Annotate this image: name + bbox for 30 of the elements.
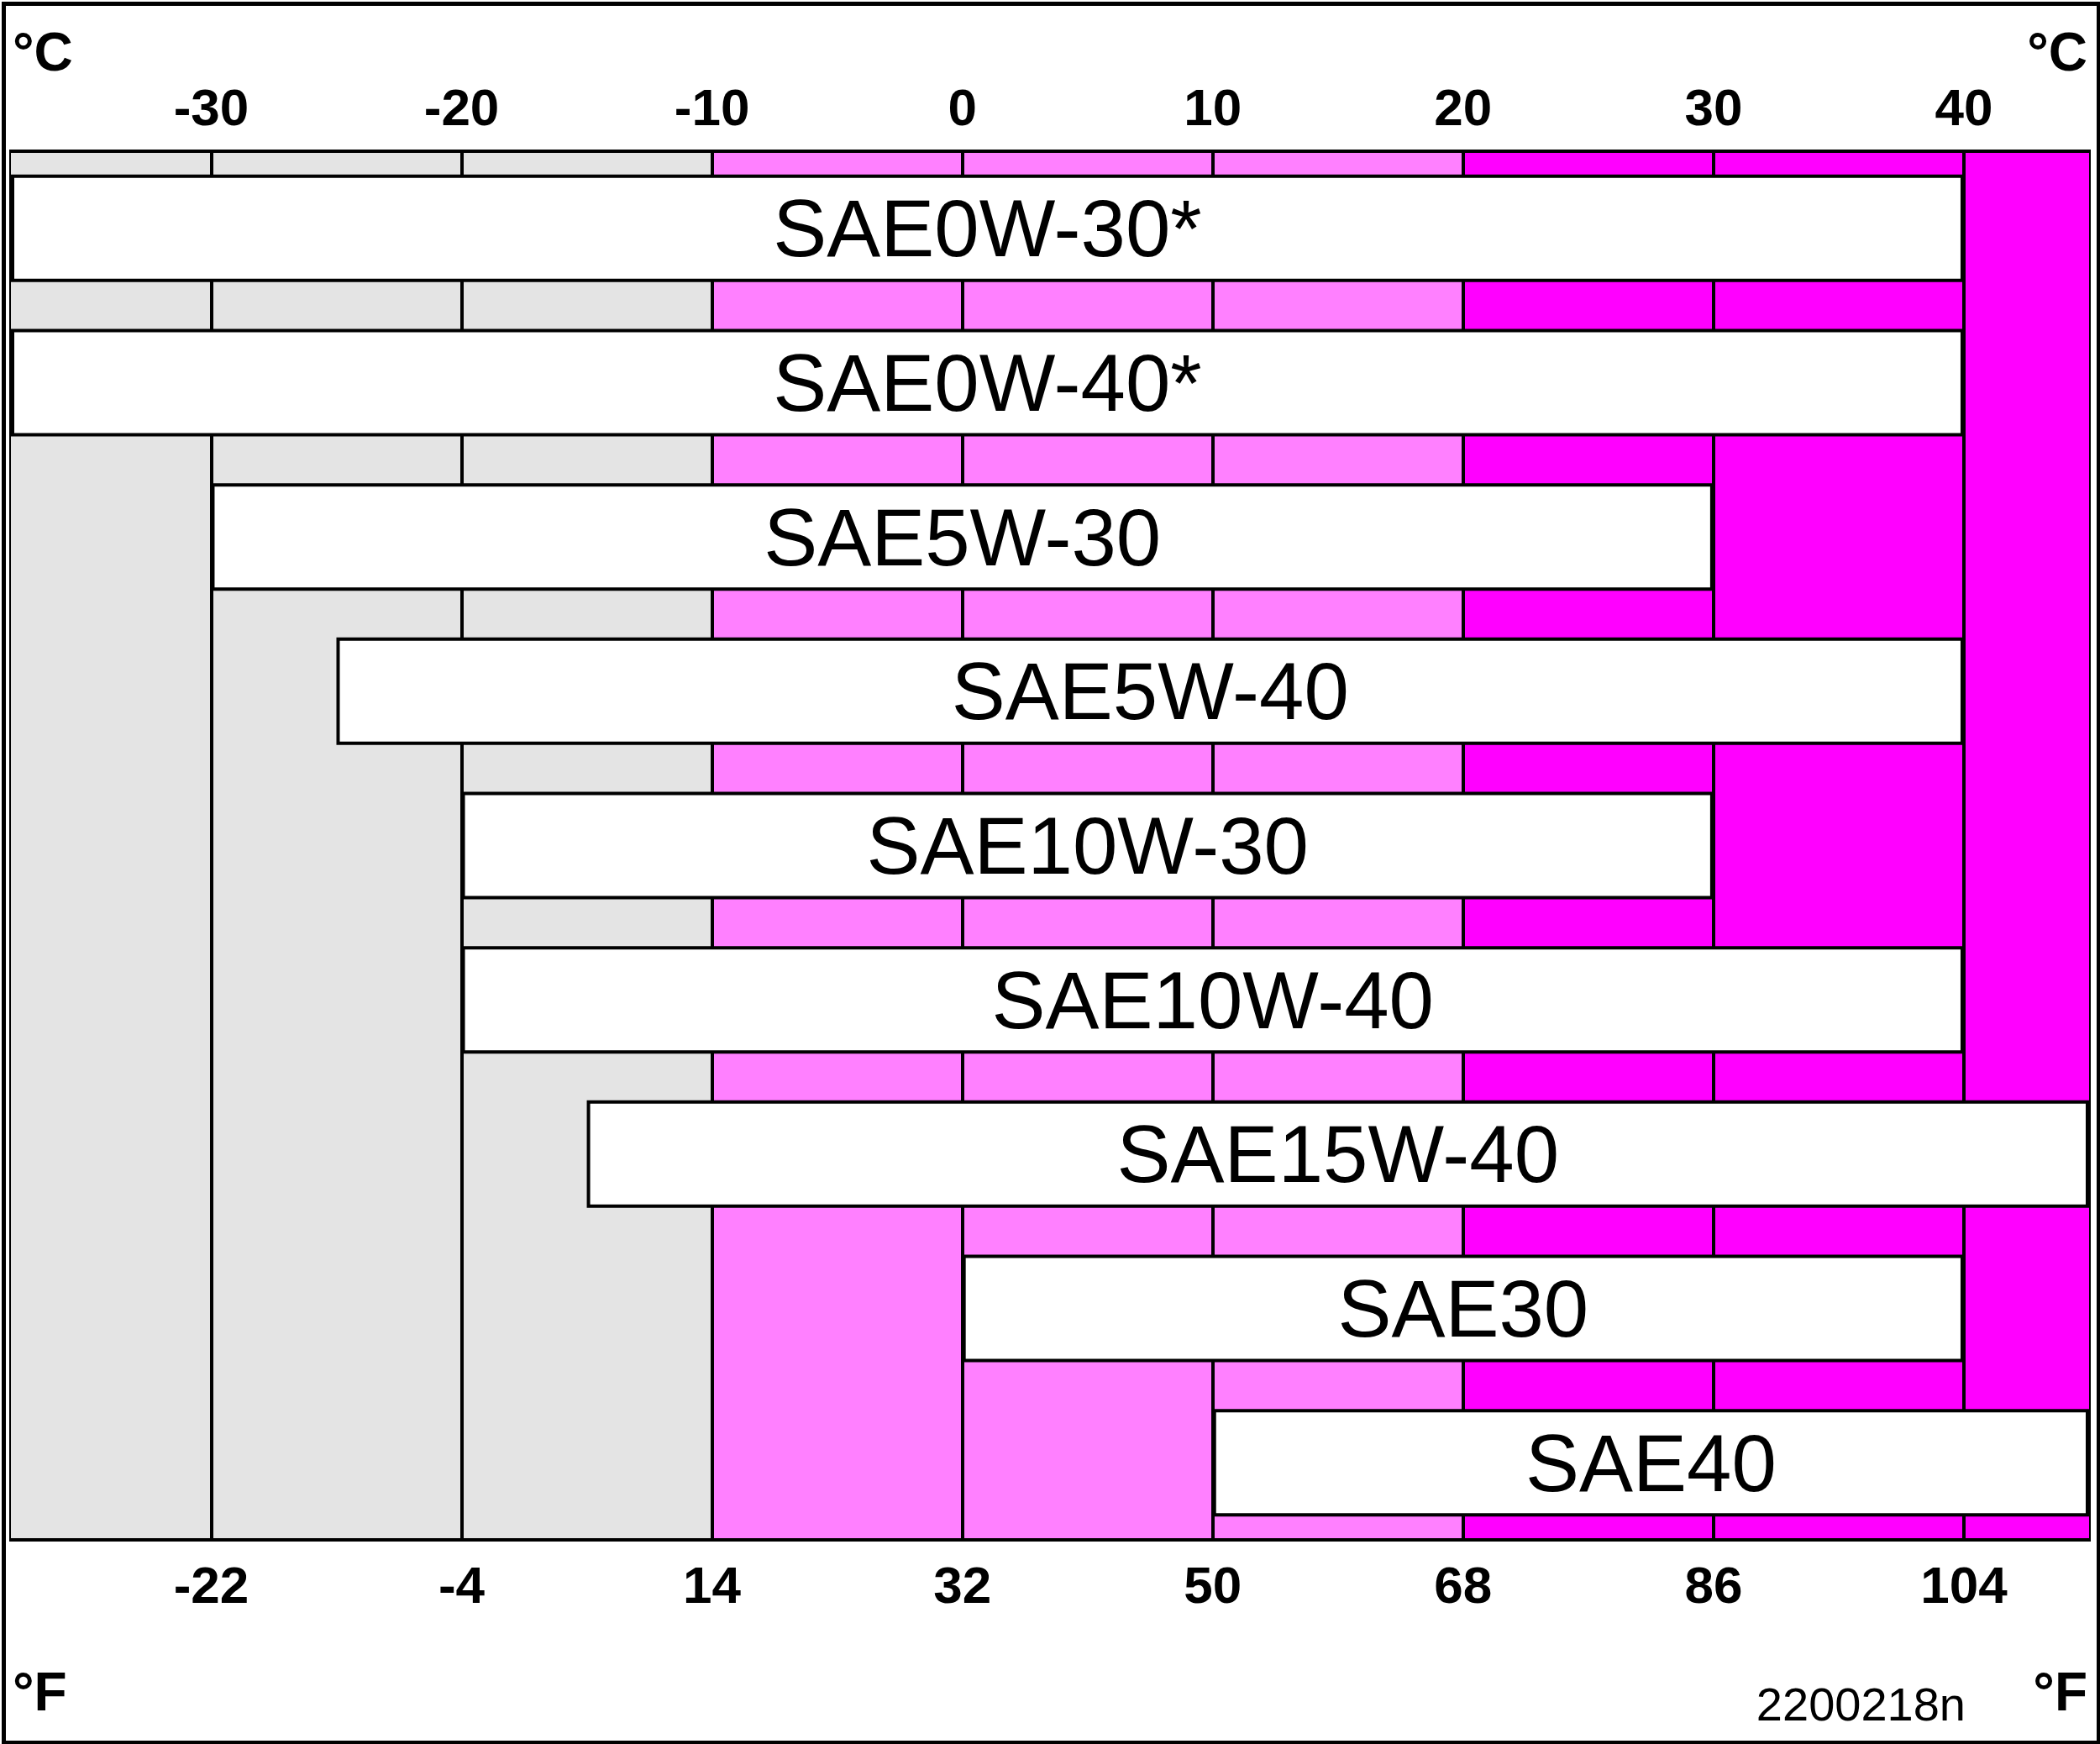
x2-tick-label: -4 [438,1555,486,1614]
x-tick-label: -10 [674,77,750,136]
x2-tick-label: 14 [683,1555,742,1614]
x2-tick-label: 50 [1184,1555,1242,1614]
x-tick-label: 0 [948,77,977,136]
y-tick-label: SAE10W-30 [866,801,1309,890]
y-tick-label: SAE0W-30* [773,183,1202,274]
y-tick-label: SAE30 [1337,1263,1589,1353]
x-tick-label: 40 [1935,77,1993,136]
x-tick-label: -20 [423,77,500,136]
x-axis-title: °C [13,22,73,82]
x2-tick-label: -22 [173,1555,249,1614]
x2-tick-label: 86 [1684,1555,1743,1614]
text: °C [2027,22,2087,82]
x2-axis-title: °F [13,1662,67,1722]
text: °F [2033,1662,2087,1722]
text: 2200218n [1756,1677,1966,1731]
x2-tick-label: 32 [933,1555,992,1614]
y-tick-label: SAE15W-40 [1116,1109,1560,1200]
y-tick-label: SAE5W-30 [764,491,1162,582]
x-tick-label: 20 [1434,77,1493,136]
y-tick-label: SAE5W-40 [951,646,1349,737]
x-tick-label: -30 [173,77,249,136]
y-tick-label: SAE10W-40 [991,954,1434,1045]
y-tick-label: SAE40 [1525,1417,1777,1508]
x-tick-label: 30 [1684,77,1743,136]
x2-tick-label: 68 [1434,1555,1493,1614]
y-tick-label: SAE0W-40* [773,338,1202,428]
x2-tick-label: 104 [1920,1555,2008,1614]
x-tick-label: 10 [1184,77,1242,136]
